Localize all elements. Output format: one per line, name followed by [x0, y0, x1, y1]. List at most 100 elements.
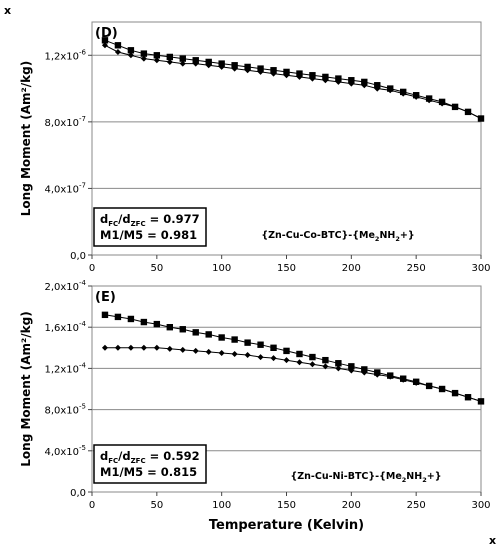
compound-label: {Zn-Cu-Co-BTC}-{Me2NH2+}: [261, 230, 414, 243]
chart-panel-e: 0,0 4,0x10-5 8,0x10-5 1,2x10-4 1,6x10-4 2,0x1…: [19, 279, 491, 533]
annotation-m-ratio: M1/M5 = 0.981: [100, 228, 197, 242]
data-point: [439, 100, 446, 107]
data-point: [218, 334, 225, 341]
data-point: [153, 52, 161, 59]
x-tick-label: 0: [89, 500, 95, 511]
data-point: [179, 60, 186, 67]
data-point: [205, 62, 212, 69]
data-point: [244, 352, 251, 359]
data-point: [101, 311, 109, 319]
data-point: [218, 60, 225, 67]
data-point: [257, 68, 264, 75]
y-axis-label: Long Moment (Am²/kg): [19, 311, 33, 466]
data-point: [374, 371, 381, 378]
chart-panel-d: 0,0 4,0x10-7 8,0x10-7 1,2x10-6 0 50 100 150 200 2…: [19, 21, 491, 274]
y-tick-label: 1,2x10-6: [44, 48, 86, 62]
data-point: [439, 386, 446, 392]
data-point: [296, 350, 303, 358]
annotation-ratio: dFC/dZFC = 0.592: [100, 449, 200, 465]
data-point: [166, 324, 173, 331]
data-point: [361, 78, 368, 86]
data-point: [166, 345, 173, 352]
data-point: [374, 85, 381, 92]
y-tick-label: 8,0x10-5: [44, 403, 86, 417]
data-point: [387, 87, 394, 94]
y-tick-label: 8,0x10-7: [44, 115, 86, 129]
data-point: [348, 363, 355, 370]
data-point: [335, 365, 342, 372]
data-point: [153, 320, 161, 328]
y-tick-label: 2,0x10-4: [44, 279, 86, 293]
data-point: [335, 78, 342, 85]
data-point: [413, 93, 420, 100]
data-point: [192, 57, 199, 64]
data-point: [257, 65, 264, 72]
data-point: [114, 344, 121, 351]
data-point: [231, 350, 238, 357]
data-point: [153, 344, 160, 351]
data-point: [218, 349, 225, 356]
data-point: [218, 63, 225, 70]
x-tick-label: 100: [212, 263, 231, 274]
annotation-box: [93, 444, 207, 484]
data-point: [361, 82, 368, 89]
annotation-ratio: dFC/dZFC = 0.977: [100, 212, 200, 228]
annotation-m-ratio: M1/M5 = 0.815: [100, 465, 197, 479]
data-point: [140, 55, 147, 62]
data-point: [127, 47, 135, 54]
x-tick-label: 300: [471, 263, 490, 274]
x-tick-label: 250: [407, 263, 426, 274]
data-point: [348, 80, 355, 87]
data-point: [348, 367, 355, 374]
data-point: [387, 373, 394, 380]
x-tick-label: 50: [150, 500, 163, 511]
data-point: [465, 108, 472, 115]
corner-mark-bottom-right: x: [489, 534, 497, 547]
data-point: [257, 341, 264, 348]
data-point: [231, 336, 238, 343]
data-point: [270, 355, 277, 362]
x-tick-label: 250: [407, 500, 426, 511]
data-point: [452, 103, 459, 110]
y-tick-label: 4,0x10-7: [44, 181, 86, 195]
data-point: [257, 354, 264, 361]
x-tick-label: 150: [277, 500, 296, 511]
data-point: [452, 390, 459, 397]
data-point: [309, 72, 316, 79]
data-point: [283, 68, 290, 76]
data-point: [361, 369, 368, 376]
data-point: [205, 58, 212, 66]
data-point: [101, 344, 108, 351]
data-point: [478, 398, 484, 405]
x-tick-label: 300: [471, 500, 490, 511]
data-point: [140, 344, 147, 351]
data-point: [127, 52, 134, 59]
x-tick-label: 200: [342, 500, 361, 511]
data-point: [413, 379, 420, 386]
data-point: [478, 115, 484, 122]
data-point: [322, 363, 329, 370]
series-diamond: [101, 42, 484, 122]
data-point: [192, 60, 199, 67]
data-point: [322, 77, 329, 84]
data-point: [283, 347, 290, 355]
y-tick-label: 1,2x10-4: [44, 361, 86, 375]
data-point: [166, 58, 173, 65]
panel-label: (E): [95, 290, 116, 305]
data-point: [127, 315, 135, 323]
data-point: [114, 313, 122, 321]
data-point: [322, 73, 329, 81]
data-point: [179, 55, 186, 62]
data-point: [426, 97, 433, 104]
data-point: [361, 366, 368, 373]
x-axis-label: Temperature (Kelvin): [209, 518, 364, 533]
y-tick-label: 0,0: [70, 488, 86, 499]
data-point: [114, 48, 121, 55]
data-point: [335, 75, 342, 82]
data-point: [296, 359, 303, 366]
y-tick-label: 4,0x10-5: [44, 444, 86, 458]
data-point: [283, 72, 290, 79]
data-point: [179, 326, 186, 333]
data-point: [166, 53, 173, 61]
